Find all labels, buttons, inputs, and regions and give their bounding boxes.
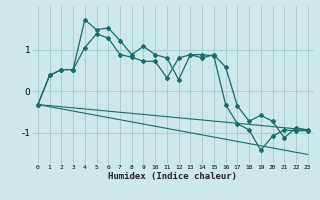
- X-axis label: Humidex (Indice chaleur): Humidex (Indice chaleur): [108, 172, 237, 181]
